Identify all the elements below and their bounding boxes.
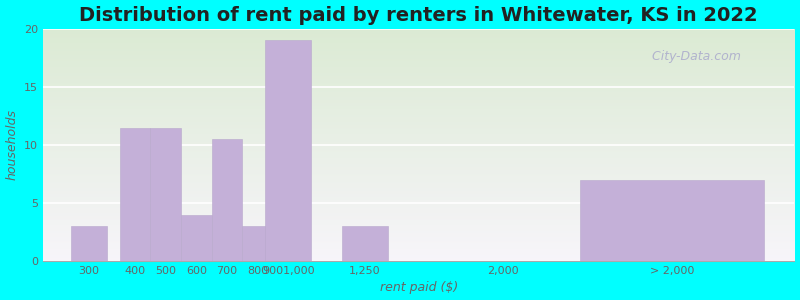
Text: City-Data.com: City-Data.com — [644, 50, 741, 63]
Bar — [181, 214, 212, 261]
Title: Distribution of rent paid by renters in Whitewater, KS in 2022: Distribution of rent paid by renters in … — [79, 6, 758, 25]
Bar — [266, 40, 311, 261]
Bar — [70, 226, 107, 261]
Y-axis label: households: households — [6, 110, 18, 181]
Bar — [342, 226, 388, 261]
Bar — [120, 128, 150, 261]
Bar — [150, 128, 181, 261]
Bar — [580, 180, 764, 261]
X-axis label: rent paid ($): rent paid ($) — [380, 281, 458, 294]
Bar — [212, 139, 242, 261]
Bar — [242, 226, 273, 261]
